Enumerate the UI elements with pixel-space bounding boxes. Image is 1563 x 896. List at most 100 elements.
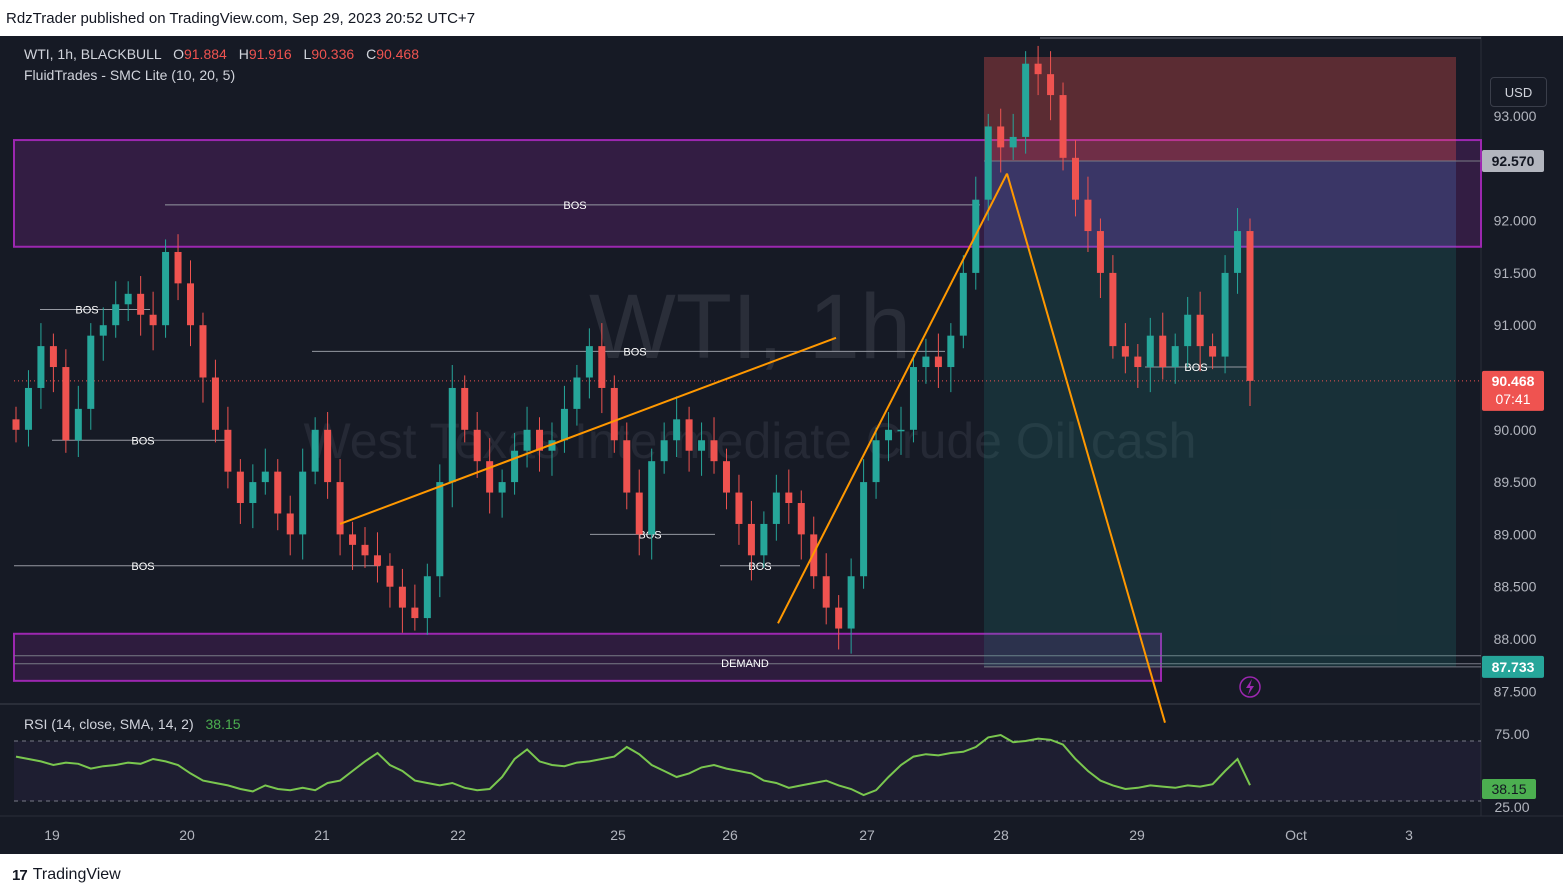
lightning-icon[interactable]: [1239, 676, 1261, 698]
candle-body: [149, 314, 157, 326]
time-tick: 26: [722, 827, 738, 843]
candle-body: [1034, 63, 1042, 75]
candle-body: [648, 461, 656, 535]
candle-body: [722, 461, 730, 493]
entry-area: [984, 160, 1456, 247]
time-tick: 22: [450, 827, 466, 843]
rsi-pane[interactable]: RSI (14, close, SMA, 14, 2) 38.15 75.00 …: [14, 716, 1536, 815]
tradingview-logo[interactable]: 17 TradingView: [12, 866, 121, 884]
candle-body: [536, 429, 544, 451]
candle-body: [909, 367, 917, 430]
price-tick: 87.500: [1494, 683, 1537, 699]
footer-brand: TradingView: [32, 866, 121, 883]
bar-countdown: 07:41: [1495, 391, 1530, 407]
candle-body: [1084, 199, 1092, 232]
publish-bar: RdzTrader published on TradingView.com, …: [0, 0, 1563, 36]
candle-body: [1109, 272, 1117, 347]
candle-body: [1246, 231, 1254, 381]
bos-label: BOS: [75, 305, 98, 317]
candle-body: [187, 283, 195, 326]
candle-body: [1071, 157, 1079, 200]
symbol-legend[interactable]: WTI, 1h, BLACKBULL O91.884 H91.916 L90.3…: [24, 46, 419, 83]
price-tick: 88.500: [1494, 579, 1537, 595]
rsi-tick-25: 25.00: [1494, 799, 1529, 815]
candle-body: [1209, 346, 1217, 357]
candle-body: [984, 126, 992, 200]
candle-body: [137, 293, 145, 315]
price-tick: 89.500: [1494, 474, 1537, 490]
candle-body: [423, 576, 431, 619]
rsi-line-layer: [15, 733, 1251, 797]
candle-body: [411, 607, 419, 619]
candle-body: [448, 387, 456, 483]
candle-body: [1196, 314, 1204, 347]
bos-label: BOS: [748, 561, 771, 573]
candle-body: [598, 346, 606, 388]
time-tick: 21: [314, 827, 330, 843]
price-marker-stop: 92.570: [1482, 149, 1544, 172]
candle-body: [997, 126, 1005, 148]
tv-logo-icon: 17: [12, 866, 28, 884]
trendline: [339, 336, 837, 525]
time-tick: Oct: [1285, 827, 1307, 843]
price-tick: 90.000: [1494, 422, 1537, 438]
candle-body: [610, 387, 618, 441]
price-axis[interactable]: 93.000 92.000 91.500 91.000 90.000 89.500 89.0…: [1494, 108, 1537, 699]
candle-body: [498, 482, 506, 493]
candle-body: [74, 408, 82, 441]
time-tick: 27: [859, 827, 875, 843]
price-tick: 91.500: [1494, 265, 1537, 281]
candle-body: [772, 492, 780, 524]
trendline: [777, 173, 1008, 624]
legend-low: 90.336: [311, 46, 354, 62]
candle-body: [162, 251, 170, 326]
rsi-last-marker: [1482, 779, 1536, 799]
zones-layer: DEMAND: [13, 37, 1482, 682]
svg-text:92.570: 92.570: [1492, 153, 1535, 169]
rsi-tick-75: 75.00: [1494, 726, 1529, 742]
candle-body: [174, 251, 182, 284]
legend-open: 91.884: [184, 46, 227, 62]
candle-body: [224, 429, 232, 472]
candle-body: [872, 440, 880, 483]
candle-body: [560, 408, 568, 441]
chart-area[interactable]: WTI, 1h West Texas Intermediate Crude Oi…: [0, 36, 1563, 854]
candle-body: [87, 335, 95, 409]
legend-high: 91.916: [249, 46, 292, 62]
indicator-legend[interactable]: FluidTrades - SMC Lite (10, 20, 5): [24, 67, 235, 83]
last-price-label: 90.468: [1492, 373, 1535, 389]
trendline: [1006, 173, 1166, 723]
bos-label: BOS: [131, 561, 154, 573]
candle-body: [274, 471, 282, 514]
bos-label: BOS: [1184, 362, 1207, 374]
currency-button[interactable]: USD: [1490, 77, 1547, 107]
candle-body: [199, 325, 207, 378]
candle-body: [386, 565, 394, 587]
rsi-legend-value: 38.15: [206, 716, 241, 732]
price-marker-target: 87.733: [1482, 655, 1544, 678]
candle-body: [124, 293, 132, 305]
candle-body: [324, 429, 332, 483]
candle-body: [511, 450, 519, 483]
candle-body: [822, 576, 830, 608]
candle-body: [336, 482, 344, 535]
bos-label: BOS: [623, 346, 646, 358]
candle-body: [847, 576, 855, 629]
legend-close: 90.468: [376, 46, 419, 62]
time-tick: 20: [179, 827, 195, 843]
price-tick: 91.000: [1494, 317, 1537, 333]
candle-body: [585, 346, 593, 378]
price-tick: 93.000: [1494, 108, 1537, 124]
chart-svg[interactable]: WTI, 1h West Texas Intermediate Crude Oi…: [0, 36, 1563, 854]
candle-body: [1234, 231, 1242, 273]
bos-label: BOS: [563, 200, 586, 212]
candle-body: [1059, 95, 1067, 158]
candle-body: [835, 607, 843, 629]
candle-body: [211, 377, 219, 430]
candle-body: [461, 387, 469, 430]
candle-body: [735, 492, 743, 524]
candle-body: [473, 429, 481, 462]
candle-body: [361, 544, 369, 556]
time-axis[interactable]: 19 20 21 22 25 26 27 28 29 Oct 3: [44, 827, 1413, 843]
candle-body: [673, 419, 681, 441]
